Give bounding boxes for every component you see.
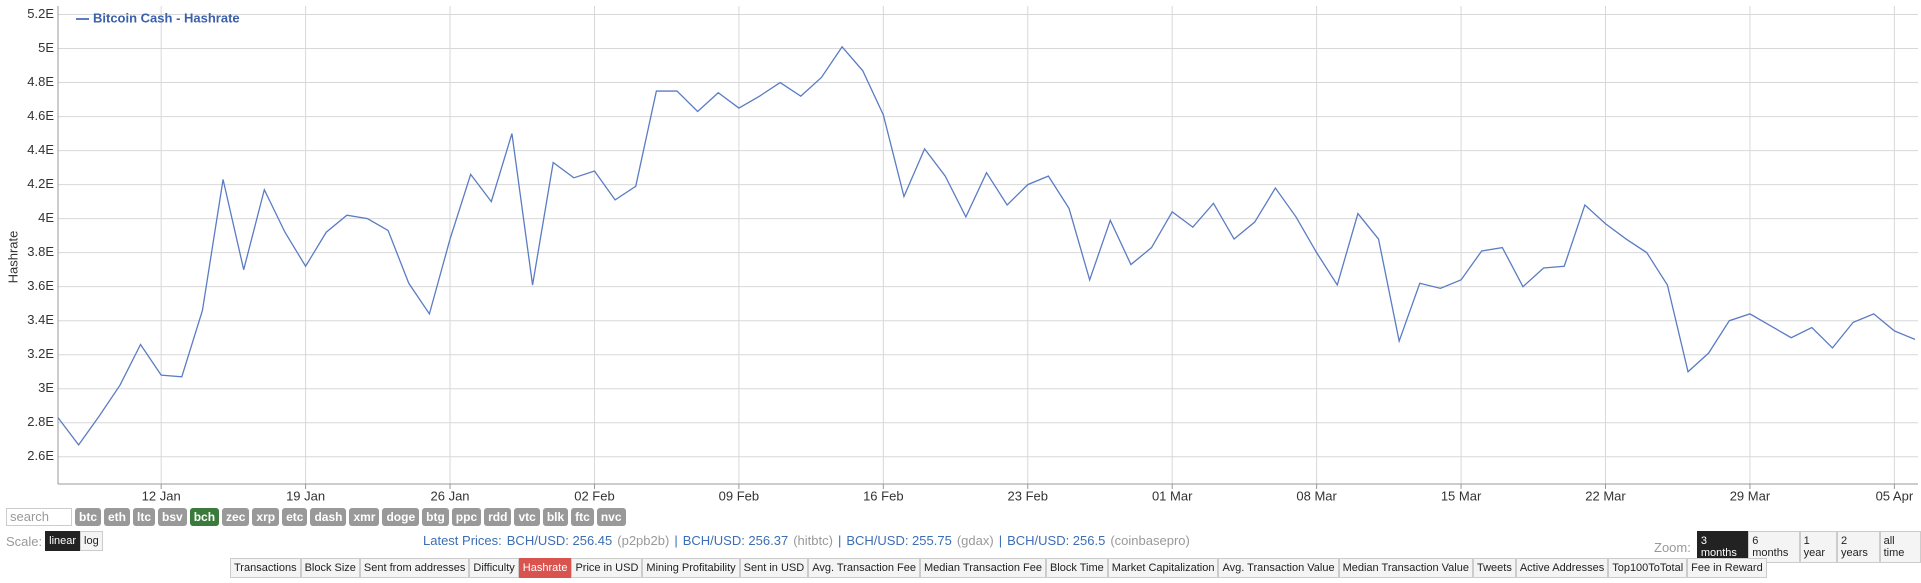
price-source: (hitbtc) <box>793 533 833 548</box>
chart: Hashrate 2.6E 2.8E 3E 3.2E 3.4E 3.6E 3.8E 4E 4.2… <box>5 6 1918 503</box>
scale-options: linear log <box>45 531 103 551</box>
y-tick-label: 3.4E <box>27 312 54 327</box>
tab-button[interactable]: Transactions <box>230 558 301 578</box>
x-tick-label: 22 Mar <box>1585 488 1626 503</box>
zoom-button[interactable]: 3 months <box>1696 531 1749 563</box>
tab-button[interactable]: Median Transaction Fee <box>919 558 1046 578</box>
y-tick-label: 4E <box>38 210 54 225</box>
x-tick-label: 15 Mar <box>1441 488 1482 503</box>
tab-button[interactable]: Median Transaction Value <box>1338 558 1473 578</box>
y-tick-label: 4.8E <box>27 74 54 89</box>
tab-button[interactable]: Avg. Transaction Fee <box>808 558 920 578</box>
price-source: (gdax) <box>956 533 994 548</box>
price: BCH/USD: 256.45 <box>506 533 613 548</box>
tab-button[interactable]: Tweets <box>1472 558 1516 578</box>
coin-button[interactable]: bch <box>189 508 220 526</box>
x-tick-label: 23 Feb <box>1008 488 1048 503</box>
separator: | <box>837 533 842 548</box>
coin-button[interactable]: blk <box>542 508 569 526</box>
zoom-button[interactable]: 1 year <box>1799 531 1837 563</box>
coin-button[interactable]: dash <box>310 508 347 526</box>
x-tick-label: 16 Feb <box>863 488 903 503</box>
tab-button[interactable]: Mining Profitability <box>642 558 740 578</box>
x-tick-label: 02 Feb <box>574 488 614 503</box>
scale-bar: Scale: linear log <box>6 531 103 551</box>
separator: | <box>674 533 678 548</box>
coin-button[interactable]: doge <box>382 508 420 526</box>
x-tick-label: 09 Feb <box>719 488 759 503</box>
y-tick-label: 4.2E <box>27 176 54 191</box>
separator: | <box>998 533 1003 548</box>
tab-button[interactable]: Top100ToTotal <box>1608 558 1688 578</box>
tab-button[interactable]: Block Time <box>1045 558 1108 578</box>
tab-button[interactable]: Hashrate <box>518 558 572 578</box>
coin-button[interactable]: etc <box>282 508 308 526</box>
x-tick-label: 29 Mar <box>1730 488 1771 503</box>
coin-button[interactable]: ppc <box>451 508 482 526</box>
coin-button[interactable]: vtc <box>514 508 540 526</box>
zoom-button[interactable]: all time <box>1879 531 1921 563</box>
price-source: (coinbasepro) <box>1110 533 1190 548</box>
zoom-button[interactable]: 6 months <box>1748 531 1800 563</box>
coin-button[interactable]: rdd <box>484 508 512 526</box>
scale-button[interactable]: log <box>80 531 103 551</box>
coin-button[interactable]: eth <box>104 508 130 526</box>
tab-button[interactable]: Active Addresses <box>1515 558 1609 578</box>
x-tick-label: 26 Jan <box>431 488 470 503</box>
tab-button[interactable]: Sent from addresses <box>359 558 470 578</box>
tab-button[interactable]: Block Size <box>300 558 360 578</box>
x-tick-label: 08 Mar <box>1296 488 1337 503</box>
x-tick-label: 05 Apr <box>1876 488 1914 503</box>
y-tick-label: 2.8E <box>27 414 54 429</box>
coin-button[interactable]: xrp <box>252 508 280 526</box>
y-tick-label: 4.6E <box>27 108 54 123</box>
prices-label: Latest Prices: <box>423 533 502 548</box>
tab-button[interactable]: Market Capitalization <box>1107 558 1219 578</box>
latest-prices: Latest Prices: BCH/USD: 256.45 (p2pb2b) | B… <box>423 533 1190 548</box>
price-source: (p2pb2b) <box>617 533 670 548</box>
legend-label: Bitcoin Cash - Hashrate <box>93 10 240 25</box>
y-tick-label: 3.6E <box>27 278 54 293</box>
coin-button[interactable]: ftc <box>571 508 594 526</box>
y-tick-label: 2.6E <box>27 448 54 463</box>
tab-button[interactable]: Avg. Transaction Value <box>1218 558 1339 578</box>
y-tick-label: 3.2E <box>27 346 54 361</box>
y-tick-label: 4.4E <box>27 142 54 157</box>
search-input[interactable]: search <box>6 508 72 526</box>
scale-button[interactable]: linear <box>45 531 81 551</box>
zoom-label: Zoom: <box>1654 539 1691 555</box>
y-tick-label: 3.8E <box>27 244 54 259</box>
y-tick-label: 3E <box>38 380 54 395</box>
x-tick-label: 01 Mar <box>1152 488 1193 503</box>
y-tick-label: 5.2E <box>27 6 54 21</box>
tab-button[interactable]: Difficulty <box>469 558 519 578</box>
coin-bar: search btc eth ltc bsv bch zec xrp etc dash xmr do… <box>6 508 626 526</box>
tab-bar: Transactions Block Size Sent from addresse… <box>230 558 1767 578</box>
coin-button[interactable]: ltc <box>133 508 156 526</box>
price: BCH/USD: 256.37 <box>682 533 789 548</box>
zoom-button[interactable]: 2 years <box>1836 531 1880 563</box>
coin-button[interactable]: btg <box>422 508 449 526</box>
coin-button[interactable]: xmr <box>349 508 380 526</box>
scale-label: Scale: <box>6 533 43 549</box>
coin-button[interactable]: btc <box>75 508 101 526</box>
coin-button[interactable]: nvc <box>596 508 626 526</box>
price: BCH/USD: 256.5 <box>1007 533 1106 548</box>
y-axis-label: Hashrate <box>5 231 20 284</box>
coin-button[interactable]: zec <box>222 508 250 526</box>
x-tick-label: 19 Jan <box>286 488 325 503</box>
x-tick-label: 12 Jan <box>142 488 181 503</box>
coin-button[interactable]: bsv <box>158 508 187 526</box>
y-tick-label: 5E <box>38 40 54 55</box>
zoom-bar: Zoom: 3 months 6 months 1 year 2 years all t… <box>1654 531 1921 563</box>
tab-button[interactable]: Fee in Reward <box>1687 558 1767 578</box>
tab-button[interactable]: Sent in USD <box>739 558 809 578</box>
price: BCH/USD: 255.75 <box>846 533 952 548</box>
data-line <box>57 45 1916 446</box>
tab-button[interactable]: Price in USD <box>571 558 643 578</box>
